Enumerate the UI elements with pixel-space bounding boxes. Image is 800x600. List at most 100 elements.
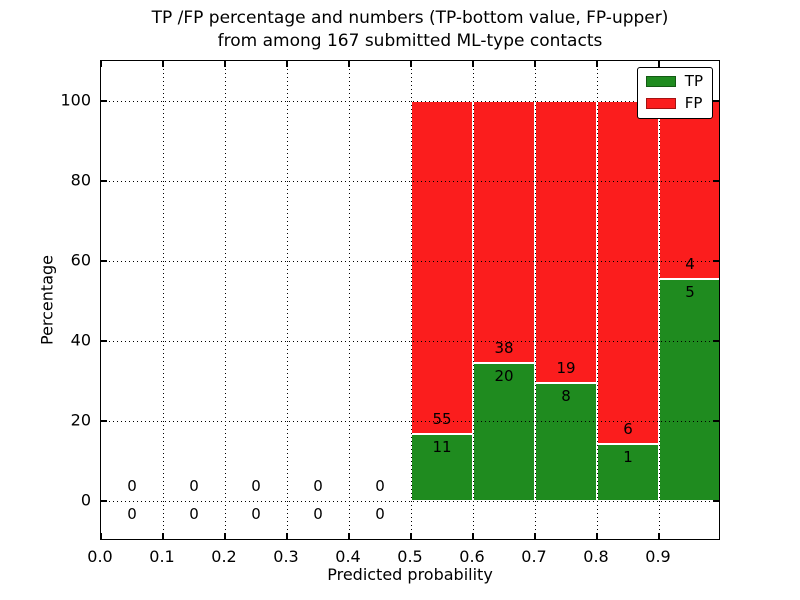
x-axis-tick — [596, 533, 598, 539]
x-tick-label: 0.6 — [459, 547, 485, 566]
y-axis-tick — [101, 500, 107, 502]
gridline-horizontal — [101, 180, 719, 182]
chart-title-line1: TP /FP percentage and numbers (TP-bottom… — [151, 8, 669, 28]
gridline-vertical — [410, 61, 412, 539]
gridline-vertical — [534, 61, 536, 539]
chart-title: TP /FP percentage and numbers (TP-bottom… — [100, 7, 720, 53]
tp-count-label: 8 — [561, 386, 571, 405]
tp-count-label: 11 — [432, 438, 452, 457]
tp-count-label: 20 — [494, 367, 514, 385]
x-axis-tick — [286, 533, 288, 539]
x-axis-tick — [534, 533, 536, 539]
y-axis-tick-right — [713, 260, 719, 262]
bar-tp-segment — [411, 434, 473, 501]
gridline-horizontal — [101, 340, 719, 342]
legend-swatch-fp-icon — [645, 98, 676, 109]
grid-layer — [101, 61, 719, 539]
y-axis-tick-right — [713, 420, 719, 422]
y-axis-tick — [101, 420, 107, 422]
x-tick-label: 0.8 — [583, 547, 609, 566]
x-axis-tick-top — [472, 61, 474, 67]
gridline-horizontal — [101, 500, 719, 502]
x-tick-label: 0.5 — [397, 547, 423, 566]
fp-count-label: 19 — [556, 358, 576, 377]
legend-entry-fp: FP — [645, 94, 703, 112]
x-tick-label: 0.3 — [273, 547, 299, 566]
x-axis-tick-top — [286, 61, 288, 67]
y-tick-label: 100 — [60, 90, 91, 110]
x-tick-label: 0.4 — [335, 547, 361, 566]
tp-count-label: 0 — [375, 505, 385, 523]
gridline-vertical — [658, 61, 660, 539]
legend-entry-tp: TP — [645, 72, 703, 90]
fp-count-label: 0 — [375, 477, 385, 495]
bar-fp-segment — [597, 101, 659, 444]
bar-fp-segment — [659, 101, 719, 279]
y-tick-label: 20 — [70, 410, 91, 430]
gridline-vertical — [162, 61, 164, 539]
fp-count-label: 55 — [432, 410, 452, 429]
y-axis-tick — [101, 340, 107, 342]
gridline-vertical — [286, 61, 288, 539]
x-axis-tick-top — [101, 61, 102, 67]
fp-count-label: 0 — [189, 477, 199, 495]
x-tick-label: 0.7 — [521, 547, 547, 566]
gridline-vertical — [348, 61, 350, 539]
x-axis-tick-top — [162, 61, 164, 67]
gridline-vertical — [596, 61, 598, 539]
x-axis-tick-top — [534, 61, 536, 67]
x-axis-tick — [162, 533, 164, 539]
y-tick-label: 0 — [80, 490, 91, 510]
y-axis-label: Percentage — [37, 254, 57, 346]
legend: TP FP — [636, 67, 713, 119]
tp-count-label: 1 — [623, 447, 633, 466]
y-axis-tick-right — [713, 340, 719, 342]
gridline-horizontal — [101, 260, 719, 262]
x-axis-tick — [224, 533, 226, 539]
x-tick-label: 0.9 — [645, 547, 671, 566]
bar-tp-segment — [659, 278, 719, 501]
x-tick-label: 0.0 — [87, 547, 113, 566]
annotations-layer: 0 0 0 0 0 0 0 0 0 0 55 11 38 20 19 8 6 1 4 5 — [101, 61, 719, 539]
tp-count-label: 0 — [189, 505, 199, 523]
fp-count-label: 0 — [313, 477, 323, 495]
x-axis-tick-top — [658, 61, 660, 67]
y-tick-label: 40 — [70, 330, 91, 350]
fp-count-label: 6 — [623, 419, 633, 438]
bars-layer — [101, 61, 719, 539]
plot-area: 0 0 0 0 0 0 0 0 0 0 55 11 38 20 19 8 6 1 4 5 TP FP — [100, 60, 720, 540]
x-axis-tick-top — [410, 61, 412, 67]
y-axis-tick-right — [713, 500, 719, 502]
y-axis-tick — [101, 100, 107, 102]
bar-tp-segment — [597, 443, 659, 501]
y-axis-tick — [101, 180, 107, 182]
y-tick-label: 60 — [70, 250, 91, 270]
x-axis-tick-top — [348, 61, 350, 67]
y-axis-tick-right — [713, 100, 719, 102]
x-axis-tick-top — [224, 61, 226, 67]
tp-count-label: 0 — [313, 505, 323, 523]
y-axis-tick — [101, 260, 107, 262]
y-tick-label: 80 — [70, 170, 91, 190]
x-axis-label: Predicted probability — [327, 565, 493, 584]
chart-title-line2: from among 167 submitted ML-type contact… — [217, 31, 603, 51]
x-axis-tick — [101, 533, 102, 539]
tp-count-label: 0 — [127, 505, 137, 523]
x-axis-tick — [472, 533, 474, 539]
x-axis-tick — [410, 533, 412, 539]
x-tick-label: 0.1 — [149, 547, 175, 566]
fp-count-label: 38 — [494, 339, 514, 357]
gridline-vertical — [224, 61, 226, 539]
legend-swatch-tp-icon — [645, 76, 676, 87]
x-axis-tick — [658, 533, 660, 539]
x-axis-tick-top — [596, 61, 598, 67]
legend-label-tp: TP — [684, 72, 703, 90]
legend-label-fp: FP — [684, 94, 703, 112]
fp-count-label: 4 — [685, 254, 695, 273]
gridline-horizontal — [101, 420, 719, 422]
bar-fp-segment — [535, 101, 597, 383]
x-tick-label: 0.2 — [211, 547, 237, 566]
bar-tp-segment — [535, 382, 597, 501]
fp-count-label: 0 — [251, 477, 261, 495]
